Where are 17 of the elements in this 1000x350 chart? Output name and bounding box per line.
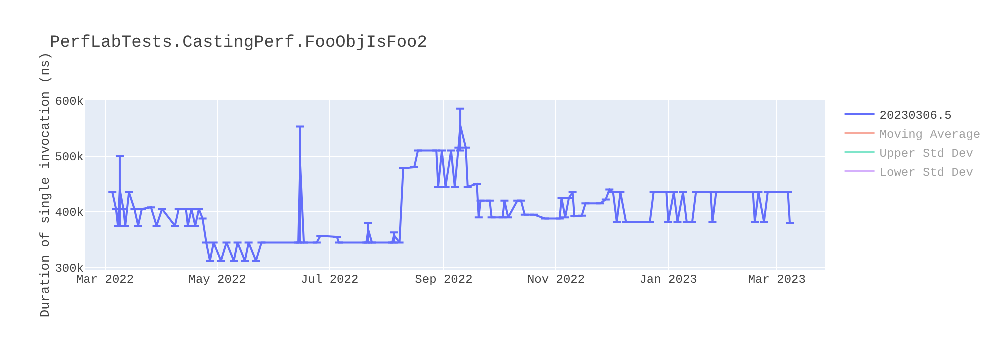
y-axis-title: Duration of single invocation (ns) [38,52,53,318]
legend-label: 20230306.5 [880,109,952,124]
y-tick-label: 400k [55,206,84,220]
x-tick-label: Mar 2022 [76,273,134,287]
x-tick-label: Jul 2022 [301,273,359,287]
x-tick-label: Nov 2022 [527,273,586,287]
y-tick-label: 300k [55,262,84,276]
y-tick-label: 500k [55,150,84,164]
x-tick-label: May 2022 [188,273,246,287]
legend-label: Moving Average [880,128,981,142]
legend-label: Upper Std Dev [880,147,974,162]
chart-title: PerfLabTests.CastingPerf.FooObjIsFoo2 [50,34,428,53]
legend-label: Lower Std Dev [880,166,974,180]
x-tick-label: Mar 2023 [748,273,806,287]
y-tick-label: 600k [55,94,84,109]
x-tick-label: Jan 2023 [640,273,698,287]
x-tick-label: Sep 2022 [415,273,473,287]
